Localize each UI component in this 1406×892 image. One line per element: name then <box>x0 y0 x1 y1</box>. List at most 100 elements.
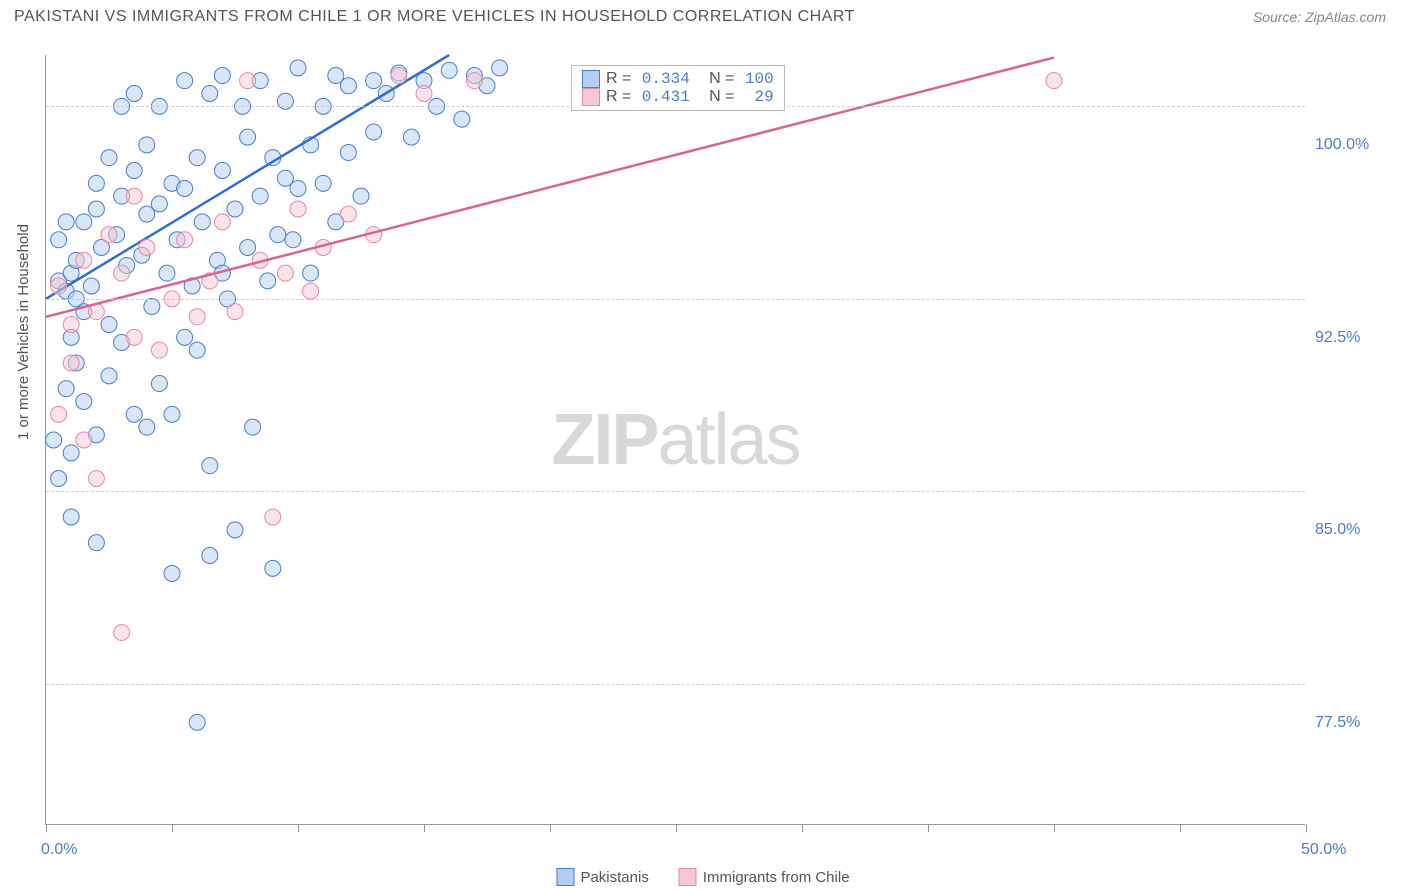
data-point <box>403 129 419 145</box>
n-value: 100 <box>745 70 774 88</box>
legend-label-chile: Immigrants from Chile <box>703 869 850 886</box>
data-point <box>46 432 62 448</box>
x-tick <box>1180 824 1181 832</box>
x-tick <box>1054 824 1055 832</box>
data-point <box>126 163 142 179</box>
data-point <box>214 214 230 230</box>
data-point <box>454 111 470 127</box>
data-point <box>492 60 508 76</box>
data-point <box>126 86 142 102</box>
regression-line <box>46 58 1054 317</box>
data-point <box>303 265 319 281</box>
x-tick <box>550 824 551 832</box>
data-point <box>441 62 457 78</box>
stats-legend-row: R = 0.334 N = 100 <box>582 70 774 88</box>
data-point <box>63 445 79 461</box>
data-point <box>144 299 160 315</box>
stats-legend-box: R = 0.334 N = 100R = 0.431 N = 29 <box>571 65 785 111</box>
data-point <box>214 68 230 84</box>
data-point <box>270 227 286 243</box>
data-point <box>240 240 256 256</box>
legend-item-chile: Immigrants from Chile <box>679 868 850 886</box>
data-point <box>151 376 167 392</box>
r-label: R = <box>606 88 636 106</box>
data-point <box>51 406 67 422</box>
data-point <box>88 535 104 551</box>
data-point <box>227 304 243 320</box>
gridline <box>46 299 1305 300</box>
y-axis-title: 1 or more Vehicles in Household <box>15 224 32 440</box>
data-point <box>285 232 301 248</box>
data-point <box>265 560 281 576</box>
data-point <box>63 317 79 333</box>
data-point <box>366 73 382 89</box>
data-point <box>466 73 482 89</box>
swatch-chile <box>679 868 697 886</box>
data-point <box>303 283 319 299</box>
y-tick-label: 92.5% <box>1315 329 1395 347</box>
regression-line <box>46 55 449 299</box>
data-point <box>101 368 117 384</box>
data-point <box>114 625 130 641</box>
data-point <box>214 163 230 179</box>
swatch-pakistanis <box>556 868 574 886</box>
bottom-legend: Pakistanis Immigrants from Chile <box>556 868 849 886</box>
data-point <box>240 129 256 145</box>
data-point <box>1046 73 1062 89</box>
data-point <box>151 196 167 212</box>
data-point <box>51 278 67 294</box>
data-point <box>290 180 306 196</box>
data-point <box>177 73 193 89</box>
x-tick-label: 50.0% <box>1301 841 1346 859</box>
data-point <box>202 548 218 564</box>
data-point <box>177 232 193 248</box>
data-point <box>177 180 193 196</box>
data-point <box>177 329 193 345</box>
data-point <box>164 565 180 581</box>
y-tick-label: 77.5% <box>1315 714 1395 732</box>
chart-title: PAKISTANI VS IMMIGRANTS FROM CHILE 1 OR … <box>14 8 855 26</box>
gridline <box>46 684 1305 685</box>
r-value: 0.334 <box>642 70 690 88</box>
stats-swatch <box>582 70 600 88</box>
chart-plot-area: ZIPatlas 77.5%85.0%92.5%100.0%0.0%50.0%R… <box>45 55 1305 825</box>
data-point <box>277 265 293 281</box>
legend-item-pakistanis: Pakistanis <box>556 868 648 886</box>
y-tick-label: 85.0% <box>1315 521 1395 539</box>
data-point <box>189 342 205 358</box>
data-point <box>126 406 142 422</box>
data-point <box>139 240 155 256</box>
data-point <box>252 188 268 204</box>
data-point <box>83 278 99 294</box>
data-point <box>340 78 356 94</box>
r-label: R = <box>606 70 636 88</box>
y-tick-label: 100.0% <box>1315 136 1395 154</box>
data-point <box>391 68 407 84</box>
data-point <box>51 471 67 487</box>
data-point <box>101 317 117 333</box>
data-point <box>227 522 243 538</box>
x-tick <box>46 824 47 832</box>
stats-legend-row: R = 0.431 N = 29 <box>582 88 774 106</box>
data-point <box>194 214 210 230</box>
data-point <box>340 206 356 222</box>
data-point <box>63 355 79 371</box>
data-point <box>101 227 117 243</box>
data-point <box>416 86 432 102</box>
data-point <box>240 73 256 89</box>
data-point <box>101 150 117 166</box>
n-label: N = <box>696 70 739 88</box>
data-point <box>189 309 205 325</box>
data-point <box>58 381 74 397</box>
data-point <box>245 419 261 435</box>
x-tick <box>928 824 929 832</box>
data-point <box>290 201 306 217</box>
data-point <box>159 265 175 281</box>
data-point <box>58 214 74 230</box>
data-point <box>260 273 276 289</box>
data-point <box>126 188 142 204</box>
source-label: Source: ZipAtlas.com <box>1253 9 1386 25</box>
data-point <box>366 124 382 140</box>
data-point <box>126 329 142 345</box>
data-point <box>114 265 130 281</box>
